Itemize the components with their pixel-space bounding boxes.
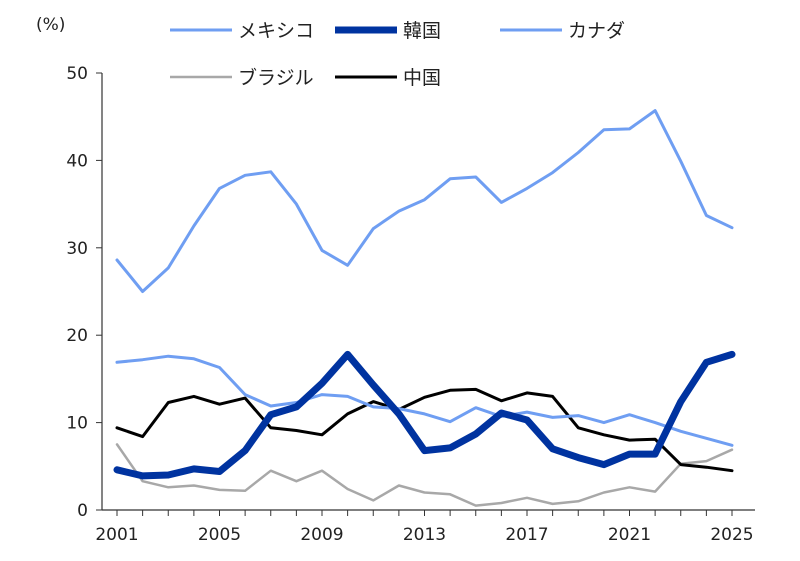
x-tick-label: 2021 bbox=[608, 525, 651, 545]
x-tick-label: 2025 bbox=[710, 525, 753, 545]
y-tick-label: 40 bbox=[66, 151, 88, 171]
x-tick-label: 2001 bbox=[95, 525, 138, 545]
legend-label: 中国 bbox=[403, 67, 441, 89]
x-tick-label: 2017 bbox=[505, 525, 548, 545]
y-tick-label: 0 bbox=[77, 501, 88, 521]
y-tick-label: 50 bbox=[66, 64, 88, 84]
legend-label: メキシコ bbox=[238, 20, 314, 42]
series-line-1 bbox=[115, 109, 734, 293]
legend-label: ブラジル bbox=[238, 66, 314, 89]
y-tick-label: 30 bbox=[66, 239, 88, 259]
series-layer bbox=[113, 109, 736, 507]
series-line-5 bbox=[115, 387, 734, 473]
legend-label: カナダ bbox=[568, 20, 625, 42]
series-line-3 bbox=[115, 354, 734, 447]
x-tick-label: 2013 bbox=[403, 525, 446, 545]
x-tick-label: 2009 bbox=[300, 525, 343, 545]
y-tick-label: 10 bbox=[66, 414, 88, 434]
series-line-4 bbox=[115, 443, 734, 507]
axes: 0 10 20 30 40 50 2001 2005 2009 2013 2017 2021 2025 bbox=[66, 64, 755, 545]
x-tick-label: 2005 bbox=[198, 525, 241, 545]
series-line-2 bbox=[113, 350, 736, 480]
y-tick-label: 20 bbox=[66, 326, 88, 346]
legend-label: 韓国 bbox=[403, 20, 441, 42]
y-unit-label: (%) bbox=[36, 15, 65, 35]
